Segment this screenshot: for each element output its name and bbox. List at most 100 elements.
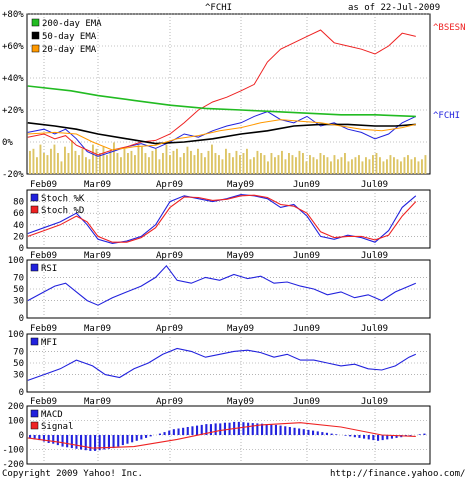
- macd-bar: [131, 435, 134, 443]
- macd-bar: [209, 424, 212, 435]
- macd-bar: [135, 435, 138, 441]
- y-tick-label: 40: [13, 221, 24, 231]
- y-tick-label: 80: [13, 198, 24, 208]
- volume-bar: [379, 157, 381, 174]
- volume-bar: [277, 155, 280, 174]
- y-tick-label: +40%: [2, 74, 24, 84]
- volume-bar: [172, 150, 175, 174]
- macd-bar: [98, 435, 101, 451]
- volume-bar: [319, 153, 322, 174]
- x-tick-label: Jun09: [293, 180, 320, 190]
- volume-bar: [109, 150, 112, 174]
- macd-bar: [205, 424, 208, 435]
- macd-bar: [107, 435, 110, 449]
- macd-bar: [395, 435, 398, 438]
- macd-bar: [223, 422, 226, 435]
- series-line-mfi: [27, 347, 417, 381]
- macd-bar: [423, 433, 426, 435]
- volume-bar: [50, 148, 52, 174]
- volume-bar: [323, 155, 325, 174]
- macd-bar: [265, 424, 268, 435]
- y-tick-label: 30: [13, 371, 24, 381]
- volume-bar: [242, 153, 245, 174]
- volume-bar: [99, 153, 101, 174]
- legend-label: 20-day EMA: [42, 45, 97, 55]
- volume-bar: [179, 157, 182, 174]
- volume-bar: [375, 153, 378, 174]
- legend-swatch: [30, 205, 39, 214]
- macd-bar: [182, 427, 185, 436]
- macd-bar: [251, 423, 254, 435]
- volume-bar: [43, 153, 45, 174]
- volume-bar: [46, 155, 49, 174]
- macd-bar: [307, 429, 310, 435]
- macd-bar: [163, 432, 166, 435]
- volume-bar: [386, 159, 388, 174]
- volume-bar: [120, 157, 122, 174]
- macd-bar: [89, 435, 92, 451]
- volume-bar: [410, 159, 413, 174]
- volume-bar: [239, 155, 241, 174]
- series-line-bsesn: [27, 29, 416, 156]
- x-tick-label: Jun09: [293, 397, 320, 407]
- volume-bar: [57, 153, 59, 174]
- volume-bar: [389, 155, 392, 174]
- volume-bar: [60, 161, 63, 174]
- macd-bar: [330, 433, 333, 435]
- volume-bar: [361, 161, 364, 174]
- as-of-date: as of 22-Jul-2009: [348, 3, 440, 13]
- volume-bar: [158, 159, 161, 174]
- macd-bar: [367, 435, 370, 440]
- volume-bar: [127, 153, 129, 174]
- volume-bar: [309, 155, 311, 174]
- legend-label: Stoch %D: [41, 206, 84, 216]
- volume-bar: [53, 144, 56, 174]
- volume-bar: [204, 157, 206, 174]
- macd-bar: [214, 423, 217, 435]
- y-tick-label: -20%: [2, 170, 24, 180]
- volume-bar: [316, 159, 318, 174]
- volume-bar: [421, 159, 423, 174]
- y-tick-label: 0%: [2, 138, 13, 148]
- series-line-ema20: [27, 119, 416, 151]
- macd-bar: [168, 430, 171, 435]
- volume-bar: [347, 161, 350, 174]
- x-tick-label: Jul09: [361, 397, 388, 407]
- panel-frame: [26, 189, 431, 249]
- volume-bar: [298, 150, 301, 174]
- x-tick-label: Apr09: [156, 324, 183, 334]
- y-tick-label: 100: [8, 330, 24, 340]
- legend-swatch: [30, 409, 39, 418]
- volume-bar: [270, 153, 273, 174]
- y-tick-label: 50: [13, 285, 24, 295]
- volume-bar: [176, 148, 178, 174]
- volume-bar: [246, 148, 248, 174]
- macd-bar: [75, 435, 78, 449]
- macd-bar: [33, 435, 36, 440]
- macd-bar: [140, 435, 143, 440]
- x-tick-label: Apr09: [156, 180, 183, 190]
- y-tick-label: -200: [2, 460, 24, 470]
- y-tick-label: 30: [13, 297, 24, 307]
- volume-bar: [330, 161, 332, 174]
- x-tick-label: Feb09: [30, 251, 57, 261]
- volume-bar: [354, 157, 357, 174]
- volume-bar: [85, 157, 87, 174]
- volume-bar: [134, 155, 136, 174]
- y-tick-label: -100: [2, 446, 24, 456]
- volume-bar: [396, 159, 399, 174]
- series-label-fchi: ^FCHI: [433, 111, 460, 121]
- macd-bar: [200, 424, 203, 435]
- legend-label: RSI: [41, 264, 57, 274]
- macd-bar: [335, 434, 338, 435]
- x-tick-label: May09: [227, 180, 254, 190]
- macd-bar: [261, 423, 264, 435]
- volume-bar: [193, 155, 196, 174]
- volume-bar: [81, 148, 84, 174]
- volume-bar: [267, 161, 269, 174]
- macd-bar: [52, 435, 55, 444]
- macd-bar: [274, 424, 277, 435]
- series-line-stoch_d: [27, 194, 417, 243]
- macd-bar: [121, 435, 124, 446]
